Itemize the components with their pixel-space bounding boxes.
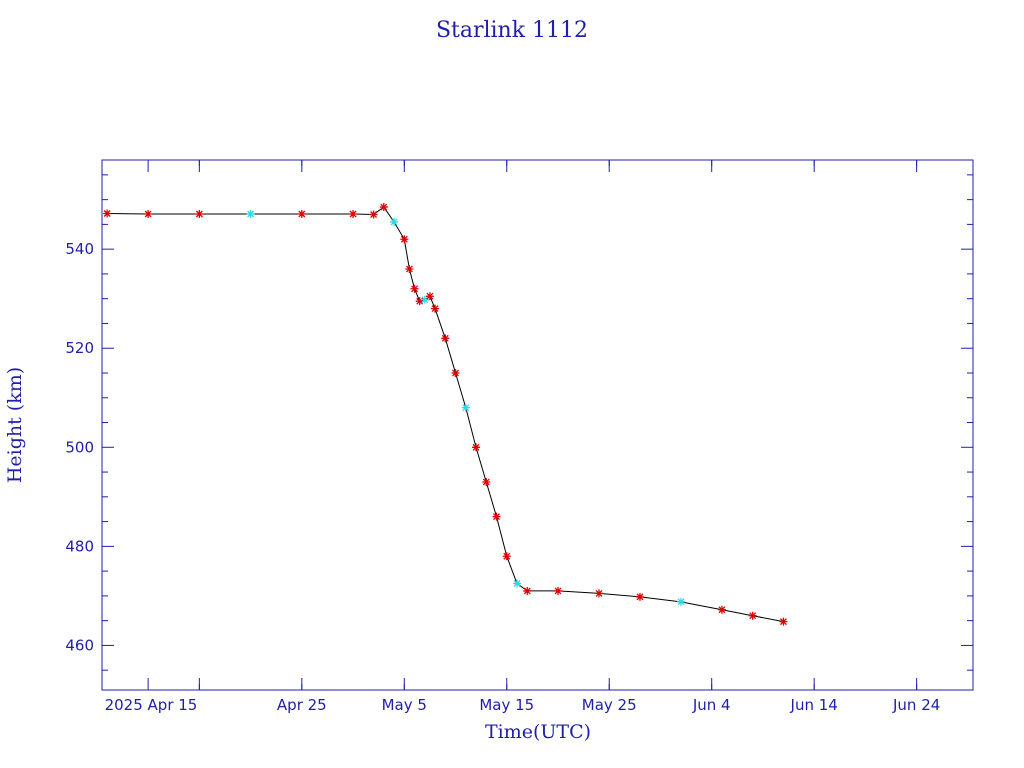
data-point-marker <box>415 297 424 306</box>
series-line <box>107 206 784 623</box>
data-point-marker <box>297 209 306 218</box>
x-tick-label: Jun 4 <box>692 696 731 714</box>
data-point-marker <box>400 235 409 244</box>
data-point-marker <box>405 264 414 273</box>
data-point-marker <box>482 477 491 486</box>
x-axis-label: Time(UTC) <box>485 721 591 743</box>
data-point <box>415 297 424 306</box>
y-tick-label: 540 <box>65 240 94 258</box>
data-point-marker <box>379 203 388 212</box>
data-point <box>523 586 532 595</box>
data-point-marker <box>431 304 440 313</box>
data-point <box>144 209 153 218</box>
data-point <box>195 209 204 218</box>
y-tick-label: 480 <box>65 537 94 555</box>
data-point <box>748 611 757 620</box>
data-point <box>594 589 603 598</box>
data-point <box>410 284 419 293</box>
data-point <box>390 217 399 226</box>
data-point <box>482 477 491 486</box>
data-point <box>635 592 644 601</box>
data-point <box>553 586 562 595</box>
data-point-marker <box>635 592 644 601</box>
data-point-marker <box>748 611 757 620</box>
data-point-marker <box>420 295 429 304</box>
data-point-marker <box>513 579 522 588</box>
data-point-marker <box>390 217 399 226</box>
y-axis-ticks: 460 480 500 520 540 <box>65 174 973 671</box>
data-point <box>676 597 685 606</box>
data-point-marker <box>441 334 450 343</box>
data-point-marker <box>717 605 726 614</box>
data-point-marker <box>472 443 481 452</box>
y-axis-label: Height (km) <box>4 367 26 483</box>
data-point <box>425 292 434 301</box>
x-tick-label: May 5 <box>382 696 427 714</box>
data-point-marker <box>492 512 501 521</box>
data-point <box>400 235 409 244</box>
data-point-marker <box>144 209 153 218</box>
data-point-marker <box>676 597 685 606</box>
y-tick-label: 520 <box>65 339 94 357</box>
data-point <box>405 264 414 273</box>
data-point <box>246 209 255 218</box>
x-tick-label: May 25 <box>582 696 637 714</box>
series-layer <box>103 203 788 626</box>
data-point <box>717 605 726 614</box>
y-tick-label: 500 <box>65 438 94 456</box>
data-point <box>472 443 481 452</box>
chart-title: Starlink 1112 <box>436 18 588 43</box>
data-point <box>492 512 501 521</box>
data-point-marker <box>779 617 788 626</box>
data-point <box>779 617 788 626</box>
data-point-marker <box>594 589 603 598</box>
data-point <box>297 209 306 218</box>
data-point-marker <box>246 209 255 218</box>
y-tick-label: 460 <box>65 636 94 654</box>
x-tick-label: Jun 24 <box>892 696 940 714</box>
data-point-marker <box>195 209 204 218</box>
data-point-marker <box>502 552 511 561</box>
data-point-marker <box>349 209 358 218</box>
x-tick-label: Apr 25 <box>277 696 327 714</box>
data-point <box>441 334 450 343</box>
plot-frame <box>101 159 974 691</box>
data-point <box>513 579 522 588</box>
data-point-marker <box>369 210 378 219</box>
x-tick-label: Jun 14 <box>790 696 838 714</box>
data-point-marker <box>425 292 434 301</box>
data-point <box>451 368 460 377</box>
data-point <box>420 295 429 304</box>
data-point <box>461 403 470 412</box>
x-tick-label: 2025 Apr 15 <box>105 696 198 714</box>
data-point <box>502 552 511 561</box>
data-point-marker <box>461 403 470 412</box>
data-point <box>349 209 358 218</box>
data-point <box>379 203 388 212</box>
data-point-marker <box>103 209 112 218</box>
data-point-marker <box>451 368 460 377</box>
data-point <box>369 210 378 219</box>
data-point-marker <box>553 586 562 595</box>
x-axis-ticks: 2025 Apr 15 Apr 25 May 5 May 15 May 25 Jun 4 J… <box>105 160 940 714</box>
x-tick-label: May 15 <box>479 696 534 714</box>
data-point <box>431 304 440 313</box>
data-point-marker <box>410 284 419 293</box>
data-point <box>103 209 112 218</box>
data-point-marker <box>523 586 532 595</box>
